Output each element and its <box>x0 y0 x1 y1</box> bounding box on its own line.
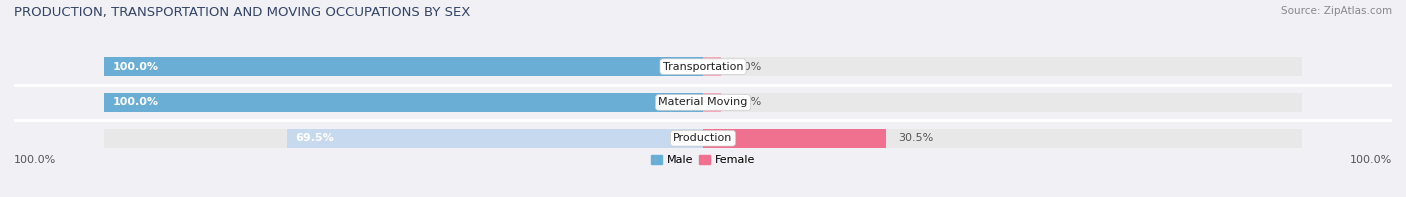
Text: 30.5%: 30.5% <box>897 133 934 143</box>
Text: 100.0%: 100.0% <box>1350 155 1392 165</box>
Text: Production: Production <box>673 133 733 143</box>
Text: 100.0%: 100.0% <box>112 98 159 107</box>
Text: 69.5%: 69.5% <box>295 133 335 143</box>
Bar <box>104 129 703 148</box>
Text: 100.0%: 100.0% <box>112 62 159 72</box>
Text: Transportation: Transportation <box>662 62 744 72</box>
Bar <box>104 93 703 112</box>
Bar <box>104 93 703 112</box>
Bar <box>703 93 721 112</box>
Text: Material Moving: Material Moving <box>658 98 748 107</box>
Bar <box>703 129 886 148</box>
Bar <box>703 129 1302 148</box>
Bar <box>703 57 1302 76</box>
Text: 100.0%: 100.0% <box>14 155 56 165</box>
Text: 0.0%: 0.0% <box>733 98 761 107</box>
Legend: Male, Female: Male, Female <box>651 155 755 165</box>
Bar <box>287 129 703 148</box>
Bar <box>703 93 1302 112</box>
Bar <box>703 57 721 76</box>
Text: 0.0%: 0.0% <box>733 62 761 72</box>
Bar <box>104 57 703 76</box>
Bar <box>104 57 703 76</box>
Text: Source: ZipAtlas.com: Source: ZipAtlas.com <box>1281 6 1392 16</box>
Text: PRODUCTION, TRANSPORTATION AND MOVING OCCUPATIONS BY SEX: PRODUCTION, TRANSPORTATION AND MOVING OC… <box>14 6 471 19</box>
